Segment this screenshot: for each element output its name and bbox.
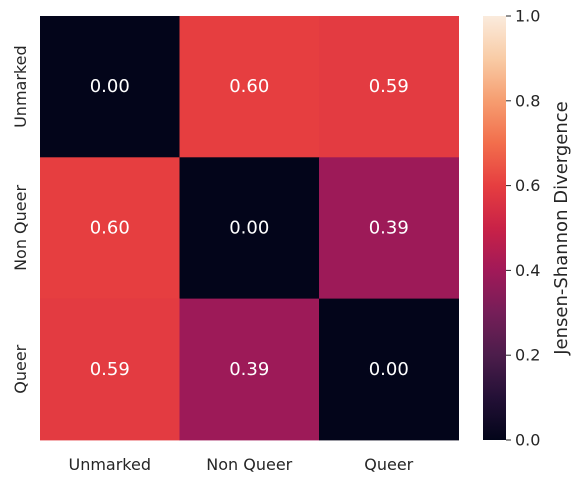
heatmap-cell-2-1 (179, 298, 320, 441)
cell-annotation-1-2: 0.39 (369, 217, 409, 238)
heatmap-cell-0-2 (319, 16, 459, 158)
x-tick-label-1: Non Queer (206, 455, 292, 474)
heatmap-cell-1-1 (179, 157, 320, 300)
heatmap-cell-1-2 (319, 157, 459, 300)
cell-annotation-0-2: 0.59 (369, 76, 409, 97)
cell-annotation-2-2: 0.00 (369, 359, 409, 380)
cell-annotation-1-1: 0.00 (229, 217, 269, 238)
heatmap-cell-0-0 (40, 16, 180, 158)
x-tick-label-0: Unmarked (68, 455, 151, 474)
cell-annotation-1-0: 0.60 (90, 217, 130, 238)
cell-annotation-0-1: 0.60 (229, 76, 269, 97)
cell-annotation-2-1: 0.39 (229, 359, 269, 380)
y-tick-labels: Unmarked Non Queer Queer (11, 45, 30, 393)
y-tick-label-0: Unmarked (11, 45, 30, 128)
heatmap-cell-2-2 (319, 298, 459, 441)
y-tick-label-2: Queer (11, 344, 30, 393)
heatmap-cell-0-1 (179, 16, 320, 158)
heatmap-cell-1-0 (40, 157, 180, 300)
colorbar-gradient (483, 16, 506, 440)
colorbar-tick-label-3: 0.6 (515, 176, 540, 195)
colorbar-tick-label-1: 0.2 (515, 346, 540, 365)
heatmap-cell-2-0 (40, 298, 180, 441)
colorbar-tick-label-0: 0.0 (515, 431, 540, 450)
colorbar-tick-label-4: 0.8 (515, 91, 540, 110)
cell-annotation-0-0: 0.00 (90, 76, 130, 97)
colorbar-ticks: 0.0 0.2 0.4 0.6 0.8 1.0 (506, 7, 540, 450)
heatmap-cells: 0.00 0.60 0.59 0.60 0.00 0.39 0.59 0.39 0.00 (40, 16, 459, 441)
x-tick-labels: Unmarked Non Queer Queer (68, 455, 413, 474)
colorbar-label: Jensen-Shannon Divergence (551, 101, 572, 356)
y-tick-label-1: Non Queer (11, 185, 30, 271)
colorbar-tick-label-2: 0.4 (515, 261, 540, 280)
cell-annotation-2-0: 0.59 (90, 359, 130, 380)
x-tick-label-2: Queer (364, 455, 413, 474)
colorbar-tick-label-5: 1.0 (515, 7, 540, 26)
colorbar: 0.0 0.2 0.4 0.6 0.8 1.0 Jensen-Shannon Diverg… (483, 7, 572, 450)
